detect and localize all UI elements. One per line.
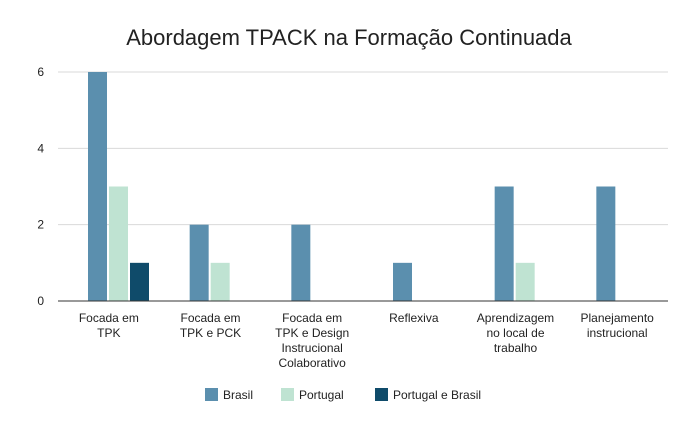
x-tick-label: Colaborativo <box>278 356 346 370</box>
bar <box>596 186 616 301</box>
x-tick-label: Planejamento <box>580 311 654 325</box>
bar <box>210 262 230 301</box>
y-axis-tick-labels: 0 2 4 6 <box>37 65 44 308</box>
x-tick-label: Focada em <box>79 311 139 325</box>
y-tick-label: 4 <box>37 141 44 155</box>
legend-swatch <box>375 388 388 401</box>
bar <box>109 186 128 301</box>
chart-title: Abordagem TPACK na Formação Continuada <box>126 25 572 50</box>
x-tick-label: Aprendizagem <box>477 311 554 325</box>
bar <box>393 262 412 301</box>
bar <box>189 224 209 301</box>
bar <box>88 72 107 301</box>
x-tick-label: TPK e Design <box>275 326 349 340</box>
legend-label: Portugal e Brasil <box>393 388 481 402</box>
bar <box>130 262 149 301</box>
legend-label: Brasil <box>223 388 253 402</box>
x-tick-label: Focada em <box>282 311 342 325</box>
x-tick-label: instrucional <box>587 326 648 340</box>
y-tick-label: 6 <box>37 65 44 79</box>
legend: Brasil Portugal Portugal e Brasil <box>205 388 481 402</box>
grid-lines <box>58 71 668 226</box>
legend-swatch <box>205 388 218 401</box>
x-tick-label: TPK <box>97 326 120 340</box>
x-tick-label: trabalho <box>494 341 538 355</box>
bar <box>515 262 535 301</box>
x-tick-label: TPK e PCK <box>180 326 241 340</box>
y-tick-label: 2 <box>37 218 44 232</box>
x-tick-label: Instrucional <box>281 341 342 355</box>
x-tick-label: no local de <box>486 326 544 340</box>
bar <box>291 224 311 301</box>
x-tick-label: Reflexiva <box>389 311 439 325</box>
legend-label: Portugal <box>299 388 344 402</box>
bar <box>494 186 514 301</box>
x-tick-label: Focada em <box>180 311 240 325</box>
legend-swatch <box>281 388 294 401</box>
bars <box>88 72 616 301</box>
y-tick-label: 0 <box>37 294 44 308</box>
